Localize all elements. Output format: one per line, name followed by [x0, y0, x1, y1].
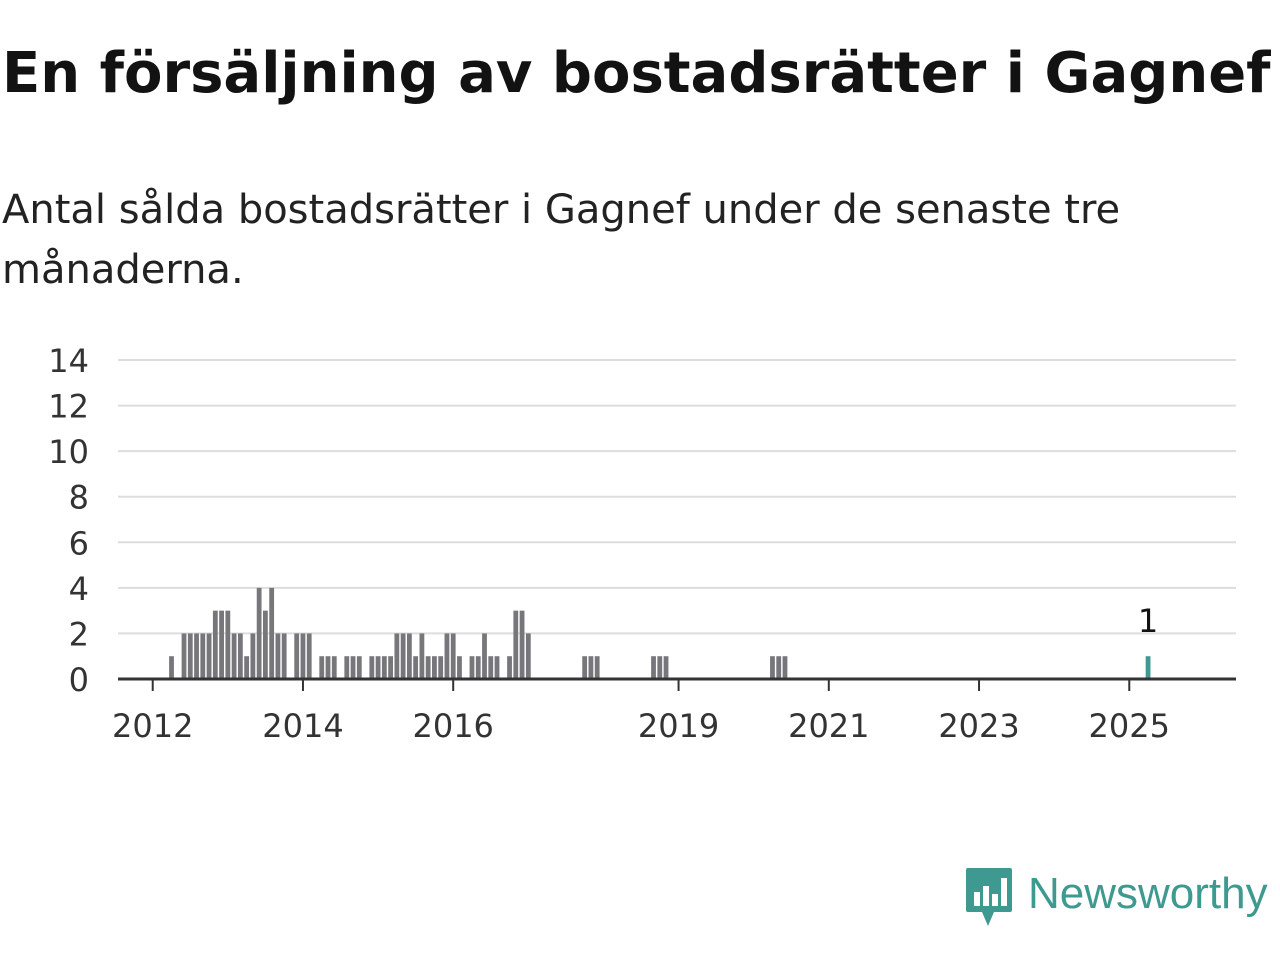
- bar: [406, 633, 412, 679]
- bar: [651, 656, 656, 679]
- bar: [776, 656, 782, 679]
- bar: [169, 656, 174, 679]
- bar: [488, 656, 494, 679]
- bar: [256, 587, 262, 679]
- bar: [450, 633, 456, 679]
- bar: [244, 656, 250, 679]
- y-tick-label: 8: [69, 479, 89, 517]
- y-tick-label: 4: [69, 570, 89, 608]
- bar: [369, 656, 375, 679]
- bar: [519, 610, 525, 679]
- bar: [306, 633, 312, 679]
- bar: [319, 656, 325, 679]
- bar: [782, 656, 788, 679]
- bar: [350, 656, 356, 679]
- y-tick-label: 6: [69, 524, 89, 562]
- bar: [388, 656, 393, 679]
- bar: [212, 610, 218, 679]
- bar: [325, 656, 331, 679]
- bar: [263, 610, 268, 679]
- bar: [181, 633, 187, 679]
- chart-title: En försäljning av bostadsrätter i Gagnef: [2, 41, 1271, 106]
- chart-subtitle: Antal sålda bostadsrätter i Gagnef under…: [2, 187, 1121, 293]
- bar: [494, 656, 500, 679]
- bar: [582, 656, 588, 679]
- bar: [469, 656, 475, 679]
- x-tick-label: 2019: [638, 707, 719, 745]
- bar: [588, 656, 594, 679]
- bar: [206, 633, 212, 679]
- bar: [482, 633, 487, 679]
- bar: [413, 656, 419, 679]
- y-tick-label: 12: [48, 388, 89, 426]
- x-tick-label: 2021: [788, 707, 869, 745]
- y-tick-label: 0: [69, 661, 89, 699]
- bar: [507, 656, 512, 679]
- bar: [457, 656, 462, 679]
- bar: [331, 656, 337, 679]
- y-tick-label: 2: [69, 615, 89, 653]
- y-tick-label: 14: [48, 342, 89, 380]
- grid-lines: [118, 359, 1236, 635]
- bar-highlight: [1145, 656, 1151, 679]
- last-value-label: 1: [1138, 602, 1158, 640]
- bar: [281, 633, 287, 679]
- bar: [237, 633, 243, 679]
- bar: [200, 633, 206, 679]
- y-tick-label: 10: [48, 433, 89, 471]
- bar: [663, 656, 669, 679]
- bar: [225, 610, 231, 679]
- bar: [438, 656, 444, 679]
- newsworthy-logo-icon: [966, 868, 1012, 926]
- bar: [300, 633, 306, 679]
- bar: [294, 633, 300, 679]
- bar: [375, 656, 381, 679]
- x-tick-label: 2023: [938, 707, 1019, 745]
- data-labels: 1: [1138, 602, 1158, 640]
- bar: [400, 633, 406, 679]
- x-tick-label: 2025: [1089, 707, 1170, 745]
- bar: [419, 633, 425, 679]
- bars: [169, 587, 1151, 679]
- bar: [231, 633, 237, 679]
- bar: [187, 633, 193, 679]
- x-axis-ticks: 2012 2014 2016 2019 2021 2023 2025: [112, 679, 1170, 745]
- bar: [432, 656, 437, 679]
- bar: [770, 656, 775, 679]
- bar: [657, 656, 663, 679]
- bar: [275, 633, 281, 679]
- bar: [356, 656, 362, 679]
- brand-name: Newsworthy: [1028, 869, 1268, 918]
- bar: [394, 633, 400, 679]
- y-axis-ticks: 0 2 4 6 8 10 12 14: [48, 342, 89, 699]
- bar: [219, 610, 224, 679]
- bar: [344, 656, 350, 679]
- newsworthy-logo: Newsworthy: [964, 862, 1268, 932]
- bar: [194, 633, 199, 679]
- bar: [444, 633, 450, 679]
- bar: [269, 587, 275, 679]
- bar: [381, 656, 387, 679]
- bar: [513, 610, 519, 679]
- x-tick-label: 2012: [112, 707, 193, 745]
- x-tick-label: 2016: [412, 707, 493, 745]
- x-tick-label: 2014: [262, 707, 343, 745]
- bar: [425, 656, 431, 679]
- bar: [250, 633, 256, 679]
- bar: [525, 633, 531, 679]
- bar: [594, 656, 600, 679]
- bar: [475, 656, 481, 679]
